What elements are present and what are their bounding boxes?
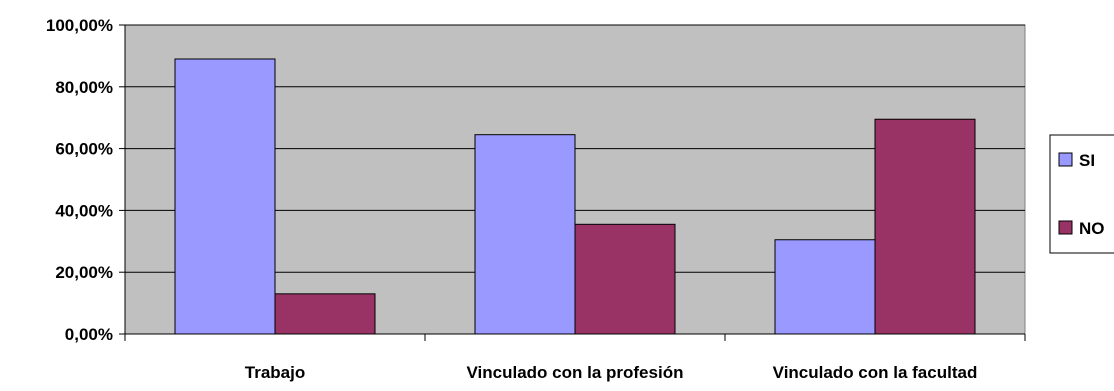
y-tick-label: 40,00% (55, 201, 113, 220)
y-tick-label: 100,00% (46, 16, 113, 35)
bar-si-1 (474, 134, 576, 335)
y-tick-label: 60,00% (55, 140, 113, 159)
bar-no-1 (574, 223, 676, 335)
bar-si-2 (774, 239, 876, 335)
axes (119, 24, 1026, 341)
category-labels: Trabajo Vinculado con la profesión Vincula… (245, 363, 978, 382)
y-tick-label: 20,00% (55, 263, 113, 282)
y-tick-labels: 0,00% 20,00% 40,00% 60,00% 80,00% 100,00% (46, 16, 113, 344)
legend-label-no: NO (1079, 219, 1105, 238)
legend-swatch-si (1058, 152, 1073, 167)
bar-no-2 (874, 118, 976, 335)
y-tick-label: 80,00% (55, 78, 113, 97)
x-category-label: Vinculado con la profesión (467, 363, 684, 382)
x-category-label: Trabajo (245, 363, 305, 382)
x-category-label: Vinculado con la facultad (773, 363, 978, 382)
y-tick-label: 0,00% (65, 325, 113, 344)
legend: SI NO (1049, 134, 1114, 254)
legend-swatch-no (1058, 220, 1073, 235)
legend-label-si: SI (1079, 151, 1095, 170)
bar-si-0 (174, 58, 276, 335)
bar-no-0 (274, 293, 376, 335)
bars (174, 58, 976, 335)
